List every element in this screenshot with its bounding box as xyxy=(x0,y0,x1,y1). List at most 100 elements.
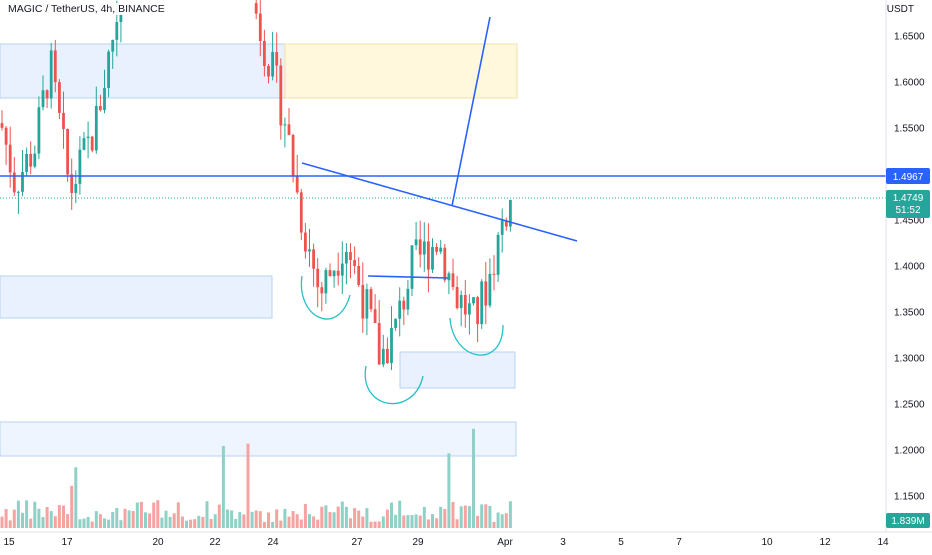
volume-bar xyxy=(381,516,385,528)
candle-body xyxy=(394,318,397,328)
candle-body xyxy=(45,90,49,99)
volume-bar xyxy=(242,514,246,528)
volume-bar xyxy=(213,514,217,528)
neckline[interactable] xyxy=(367,275,449,279)
volume-bar xyxy=(4,509,8,528)
candle-body xyxy=(414,239,418,246)
volume-bar xyxy=(267,512,270,528)
volume-bar xyxy=(234,518,238,528)
volume-bar xyxy=(443,509,447,528)
time-tick-label: 15 xyxy=(3,537,15,548)
candle-body xyxy=(115,22,119,40)
volume-bar xyxy=(390,502,393,528)
time-tick-label: 24 xyxy=(267,537,279,548)
candle-body xyxy=(468,303,471,315)
price-axis[interactable]: 1.65001.60001.55001.50001.45001.40001.35… xyxy=(885,0,925,532)
volume-badge-text: 1.839M xyxy=(891,516,924,527)
candle-body xyxy=(74,183,78,193)
candle-body xyxy=(258,13,262,41)
candle-body xyxy=(324,270,328,294)
volume-bar xyxy=(418,515,422,528)
volume-bar xyxy=(226,509,229,528)
time-tick-label: 12 xyxy=(819,537,831,548)
volume-bar xyxy=(365,508,369,528)
volume-bar xyxy=(336,506,340,528)
volume-bar xyxy=(279,520,283,528)
chart-header-title: MAGIC / TetherUS, 4h, BINANCE xyxy=(6,3,167,15)
candle-body xyxy=(427,241,430,270)
time-tick-label: 17 xyxy=(61,537,73,548)
volume-bar xyxy=(385,509,389,528)
volume-bar xyxy=(508,501,512,528)
volume-bar xyxy=(472,428,475,528)
left-shoulder-curve xyxy=(300,275,351,320)
candle-body xyxy=(463,295,467,315)
volume-bar xyxy=(12,509,16,528)
time-tick-label: Apr xyxy=(497,537,513,548)
target-projection-line[interactable] xyxy=(451,16,491,207)
volume-bar xyxy=(258,511,262,528)
candle-body xyxy=(504,220,508,227)
volume-bar xyxy=(25,500,29,528)
candle-body xyxy=(410,245,414,289)
candle-body xyxy=(70,174,74,193)
volume-bar xyxy=(275,509,279,528)
candle-body xyxy=(340,263,344,276)
candle-body xyxy=(86,136,90,139)
volume-bar xyxy=(221,445,225,528)
candle-body xyxy=(345,252,348,264)
time-axis[interactable]: 15 17 20 22 24 27 29 Apr 3 5 7 10 12 14 xyxy=(0,531,932,548)
candle-body xyxy=(12,172,16,193)
time-tick-label: 7 xyxy=(676,537,682,548)
volume-bar xyxy=(328,512,332,528)
volume-bar xyxy=(455,519,459,528)
volume-bar xyxy=(488,505,492,528)
candles-layer xyxy=(0,0,512,371)
candle-body xyxy=(29,153,33,167)
volume-bar xyxy=(357,510,361,528)
volume-bar xyxy=(250,511,254,528)
zones-layer xyxy=(0,43,518,457)
volume-bar xyxy=(8,520,12,528)
price-tick-label: 1.1500 xyxy=(894,492,925,503)
time-tick-label: 20 xyxy=(152,537,164,548)
candle-body xyxy=(357,265,361,285)
volume-bar xyxy=(66,514,70,528)
candle-body xyxy=(336,270,340,276)
volume-bar xyxy=(131,511,135,528)
volume-bar xyxy=(492,521,496,528)
candle-body xyxy=(287,124,291,135)
price-badges: 1.4967 1.4749 51:52 1.839M xyxy=(886,168,930,528)
candle-body xyxy=(455,287,459,309)
volume-bar xyxy=(353,508,357,528)
volume-bar xyxy=(111,512,115,528)
volume-bar xyxy=(78,519,82,528)
volume-bar xyxy=(435,518,439,528)
candle-body xyxy=(111,39,115,52)
candle-body xyxy=(418,239,422,255)
candle-body xyxy=(49,50,53,99)
volume-bar xyxy=(398,500,402,528)
volume-bar xyxy=(246,443,250,528)
time-tick-label: 10 xyxy=(761,537,773,548)
volume-bar xyxy=(320,506,324,528)
volume-bar xyxy=(312,516,316,528)
volume-bar xyxy=(139,501,143,528)
volume-bar xyxy=(332,512,336,528)
zone-volume-band xyxy=(0,421,517,457)
volume-bar xyxy=(176,502,180,528)
volume-bar xyxy=(21,512,24,528)
candle-body xyxy=(402,300,406,310)
candle-body xyxy=(295,176,299,193)
volume-bar xyxy=(299,519,303,528)
volume-bar xyxy=(53,516,57,528)
time-tick-label: 14 xyxy=(877,537,889,548)
candle-body xyxy=(271,51,274,77)
descending-trendline[interactable] xyxy=(301,162,578,242)
candle-body xyxy=(459,295,463,309)
volume-bar xyxy=(148,513,152,528)
candle-body xyxy=(53,50,57,83)
volume-bar xyxy=(414,514,418,528)
